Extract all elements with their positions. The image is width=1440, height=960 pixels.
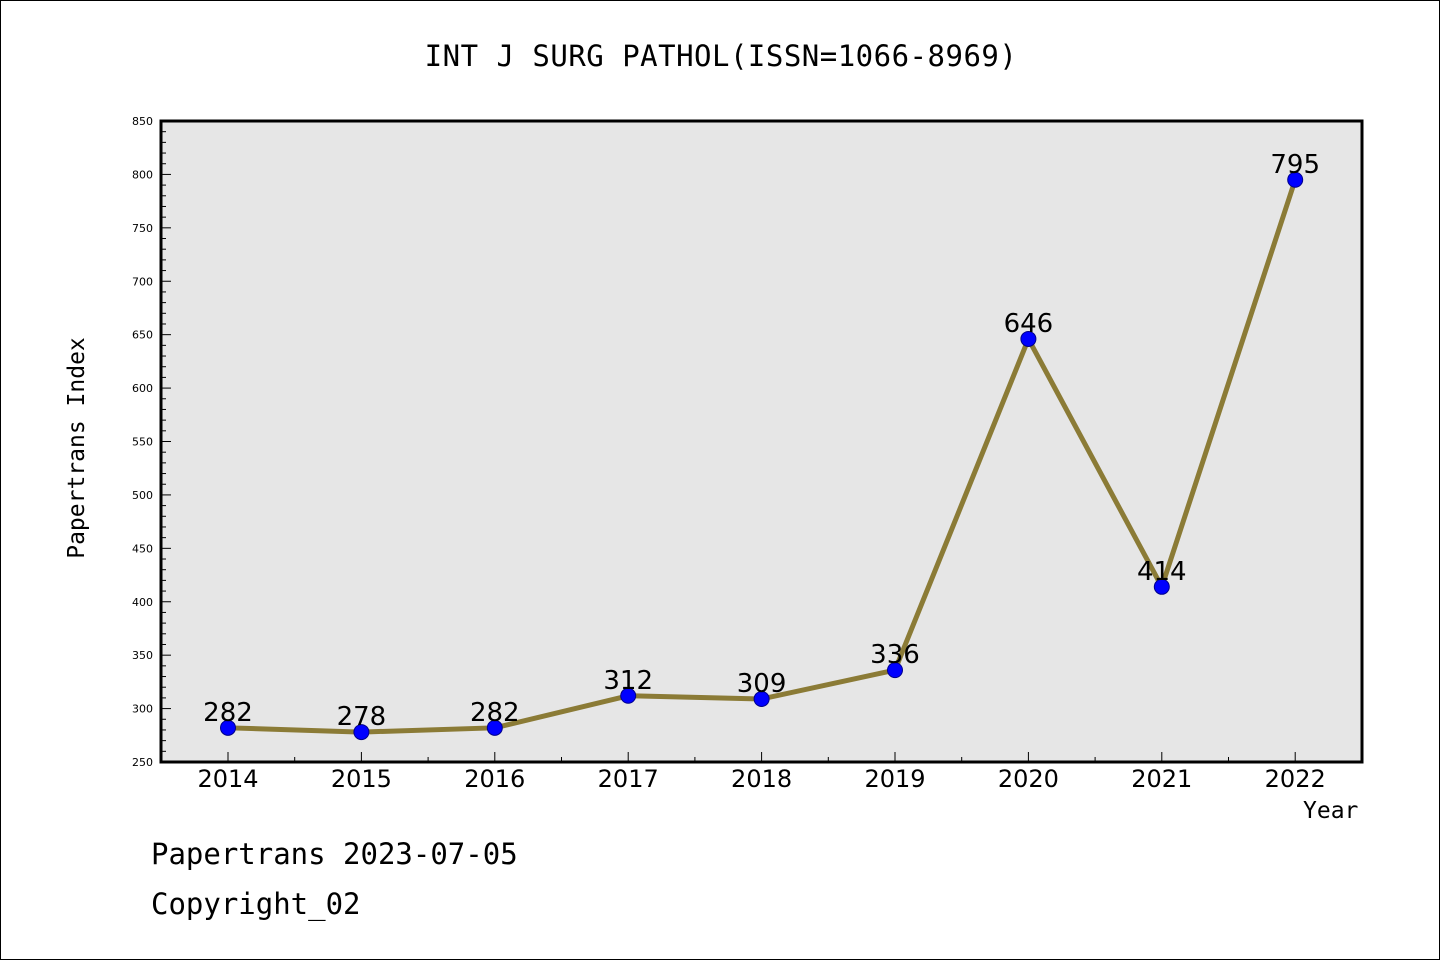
y-tick-label: 300 bbox=[132, 703, 153, 716]
data-point bbox=[887, 662, 903, 679]
data-label: 282 bbox=[470, 698, 520, 728]
x-tick-label: 2018 bbox=[731, 765, 792, 793]
x-tick-label: 2017 bbox=[598, 765, 659, 793]
x-tick-label: 2014 bbox=[197, 765, 258, 793]
y-tick-label: 600 bbox=[132, 382, 153, 395]
data-point bbox=[486, 719, 503, 736]
data-label: 278 bbox=[337, 702, 387, 732]
x-tick-label: 2020 bbox=[998, 765, 1059, 793]
data-label: 795 bbox=[1270, 150, 1320, 180]
x-axis-label: Year bbox=[1303, 798, 1359, 824]
x-axis-ticks: 2014 2015 2016 2017 2018 2019 2020 2021 2022 bbox=[197, 752, 1326, 793]
y-tick-label: 750 bbox=[132, 222, 153, 235]
data-label: 312 bbox=[603, 666, 653, 696]
data-points bbox=[220, 171, 1304, 741]
x-tick-label: 2021 bbox=[1131, 765, 1192, 793]
y-tick-label: 700 bbox=[132, 275, 153, 288]
data-label: 336 bbox=[870, 640, 920, 670]
y-axis-ticks: 250 300 350 400 450 500 550 600 650 700 750 800 850 bbox=[132, 115, 171, 769]
x-tick-label: 2016 bbox=[464, 765, 525, 793]
data-labels: 282 278 282 312 309 336 646 414 795 bbox=[203, 150, 1320, 732]
plot-area bbox=[159, 119, 1364, 764]
data-label: 282 bbox=[203, 698, 253, 728]
y-tick-label: 800 bbox=[132, 168, 153, 181]
x-tick-label: 2022 bbox=[1265, 765, 1326, 793]
footer-copyright: Copyright_02 bbox=[151, 887, 361, 921]
data-point bbox=[1287, 171, 1304, 188]
y-tick-label: 450 bbox=[132, 542, 153, 555]
data-point bbox=[753, 690, 770, 707]
data-point bbox=[620, 687, 637, 704]
data-label: 414 bbox=[1137, 557, 1187, 587]
y-tick-label: 250 bbox=[132, 756, 153, 769]
x-tick-label: 2015 bbox=[331, 765, 392, 793]
data-label: 646 bbox=[1004, 309, 1054, 339]
footer-date: Papertrans 2023-07-05 bbox=[151, 837, 518, 871]
y-tick-label: 350 bbox=[132, 649, 153, 662]
chart-title: INT J SURG PATHOL(ISSN=1066-8969) bbox=[424, 39, 1018, 73]
data-point bbox=[1020, 330, 1037, 347]
y-tick-label: 850 bbox=[132, 115, 153, 128]
y-tick-label: 500 bbox=[132, 489, 153, 502]
data-point bbox=[353, 724, 370, 741]
data-point bbox=[220, 719, 236, 736]
y-tick-label: 400 bbox=[132, 596, 153, 609]
data-point bbox=[1153, 578, 1170, 595]
data-label: 309 bbox=[737, 669, 787, 699]
y-tick-label: 650 bbox=[132, 329, 153, 342]
y-tick-label: 550 bbox=[132, 436, 153, 449]
x-tick-label: 2019 bbox=[864, 765, 925, 793]
